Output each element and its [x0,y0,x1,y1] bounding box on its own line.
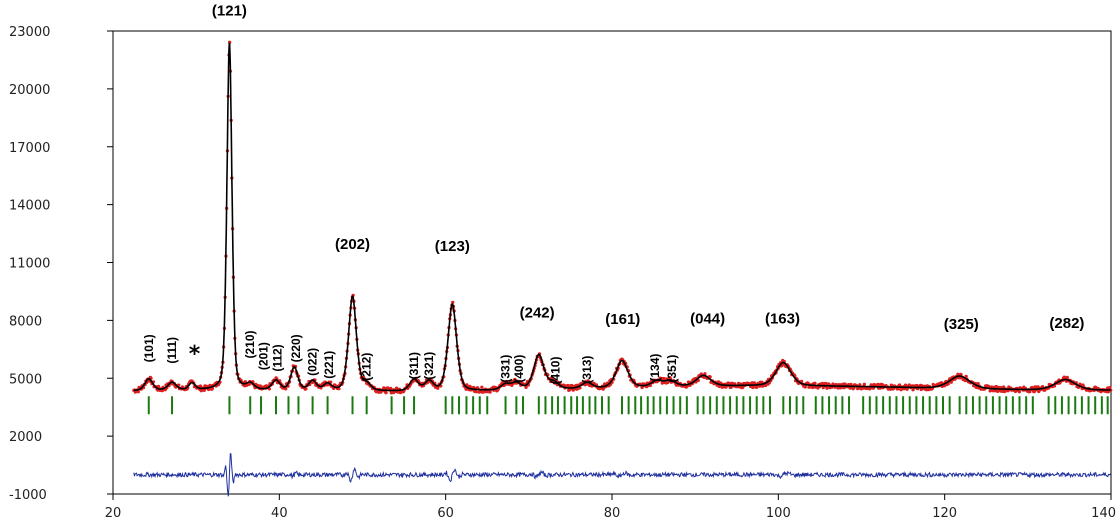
miller-index-label: (101) [142,334,156,362]
miller-index-label: (112) [271,344,285,371]
y-tick-label: 2000 [9,430,42,445]
pattern-series [132,40,1113,497]
x-tick-label: 120 [932,506,957,521]
miller-index-label: (220) [289,334,303,362]
miller-index-label: (212) [360,353,374,381]
miller-index-label: (044) [690,310,725,327]
miller-index-label: (210) [243,330,257,358]
miller-index-label: (282) [1049,315,1084,332]
x-tick-label: 140 [1091,506,1116,521]
miller-index-label: (202) [335,236,370,253]
miller-index-label: (123) [435,238,470,255]
x-axis: 20 40 60 80 100 120 140 [105,494,1116,521]
miller-index-label: (201) [257,342,271,370]
y-tick-label: 20000 [9,83,50,98]
miller-index-label: (022) [306,348,320,376]
miller-index-label: (410) [548,357,562,385]
plot-border [112,30,1112,495]
difference-curve-series [133,453,1111,497]
miller-index-label: (313) [580,356,594,384]
y-tick-label: 17000 [9,141,50,156]
x-tick-label: 40 [271,506,288,521]
y-tick-label: 8000 [9,314,42,329]
observed-intensity-series [132,40,1113,395]
miller-index-label: (351) [665,355,679,383]
miller-index-label: (221) [322,351,336,379]
miller-index-label: (242) [520,304,555,321]
plot-frame [112,30,1112,495]
miller-index-label: (163) [765,310,800,327]
y-tick-label: 11000 [9,257,50,272]
x-tick-label: 20 [105,506,122,521]
miller-index-label: (400) [512,355,526,383]
miller-index-label: (161) [605,311,640,328]
impurity-star-marker: * [189,342,201,367]
bragg-reflection-markers [147,396,1109,415]
x-tick-label: 60 [437,506,454,521]
miller-index-label: (321) [422,352,436,380]
y-tick-label: 23000 [9,25,50,40]
miller-index-label: (325) [944,316,979,333]
y-axis: -1000 2000 5000 8000 11000 14000 17000 20000 230… [9,25,113,503]
miller-index-label: (331) [499,355,513,383]
x-tick-label: 100 [766,506,791,521]
y-tick-label: 5000 [9,372,42,387]
miller-index-label: (311) [407,352,421,379]
y-tick-label: 14000 [9,199,50,214]
miller-index-label: (111) [165,337,179,364]
miller-index-label: (134) [648,354,662,382]
x-tick-label: 80 [604,506,621,521]
calculated-profile-series [133,42,1111,392]
y-tick-label: -1000 [9,488,47,503]
miller-index-label: (121) [212,3,247,20]
miller-index-labels: (121) (202) (123) (242) (161) (044) (163) (325)… [142,3,1085,385]
